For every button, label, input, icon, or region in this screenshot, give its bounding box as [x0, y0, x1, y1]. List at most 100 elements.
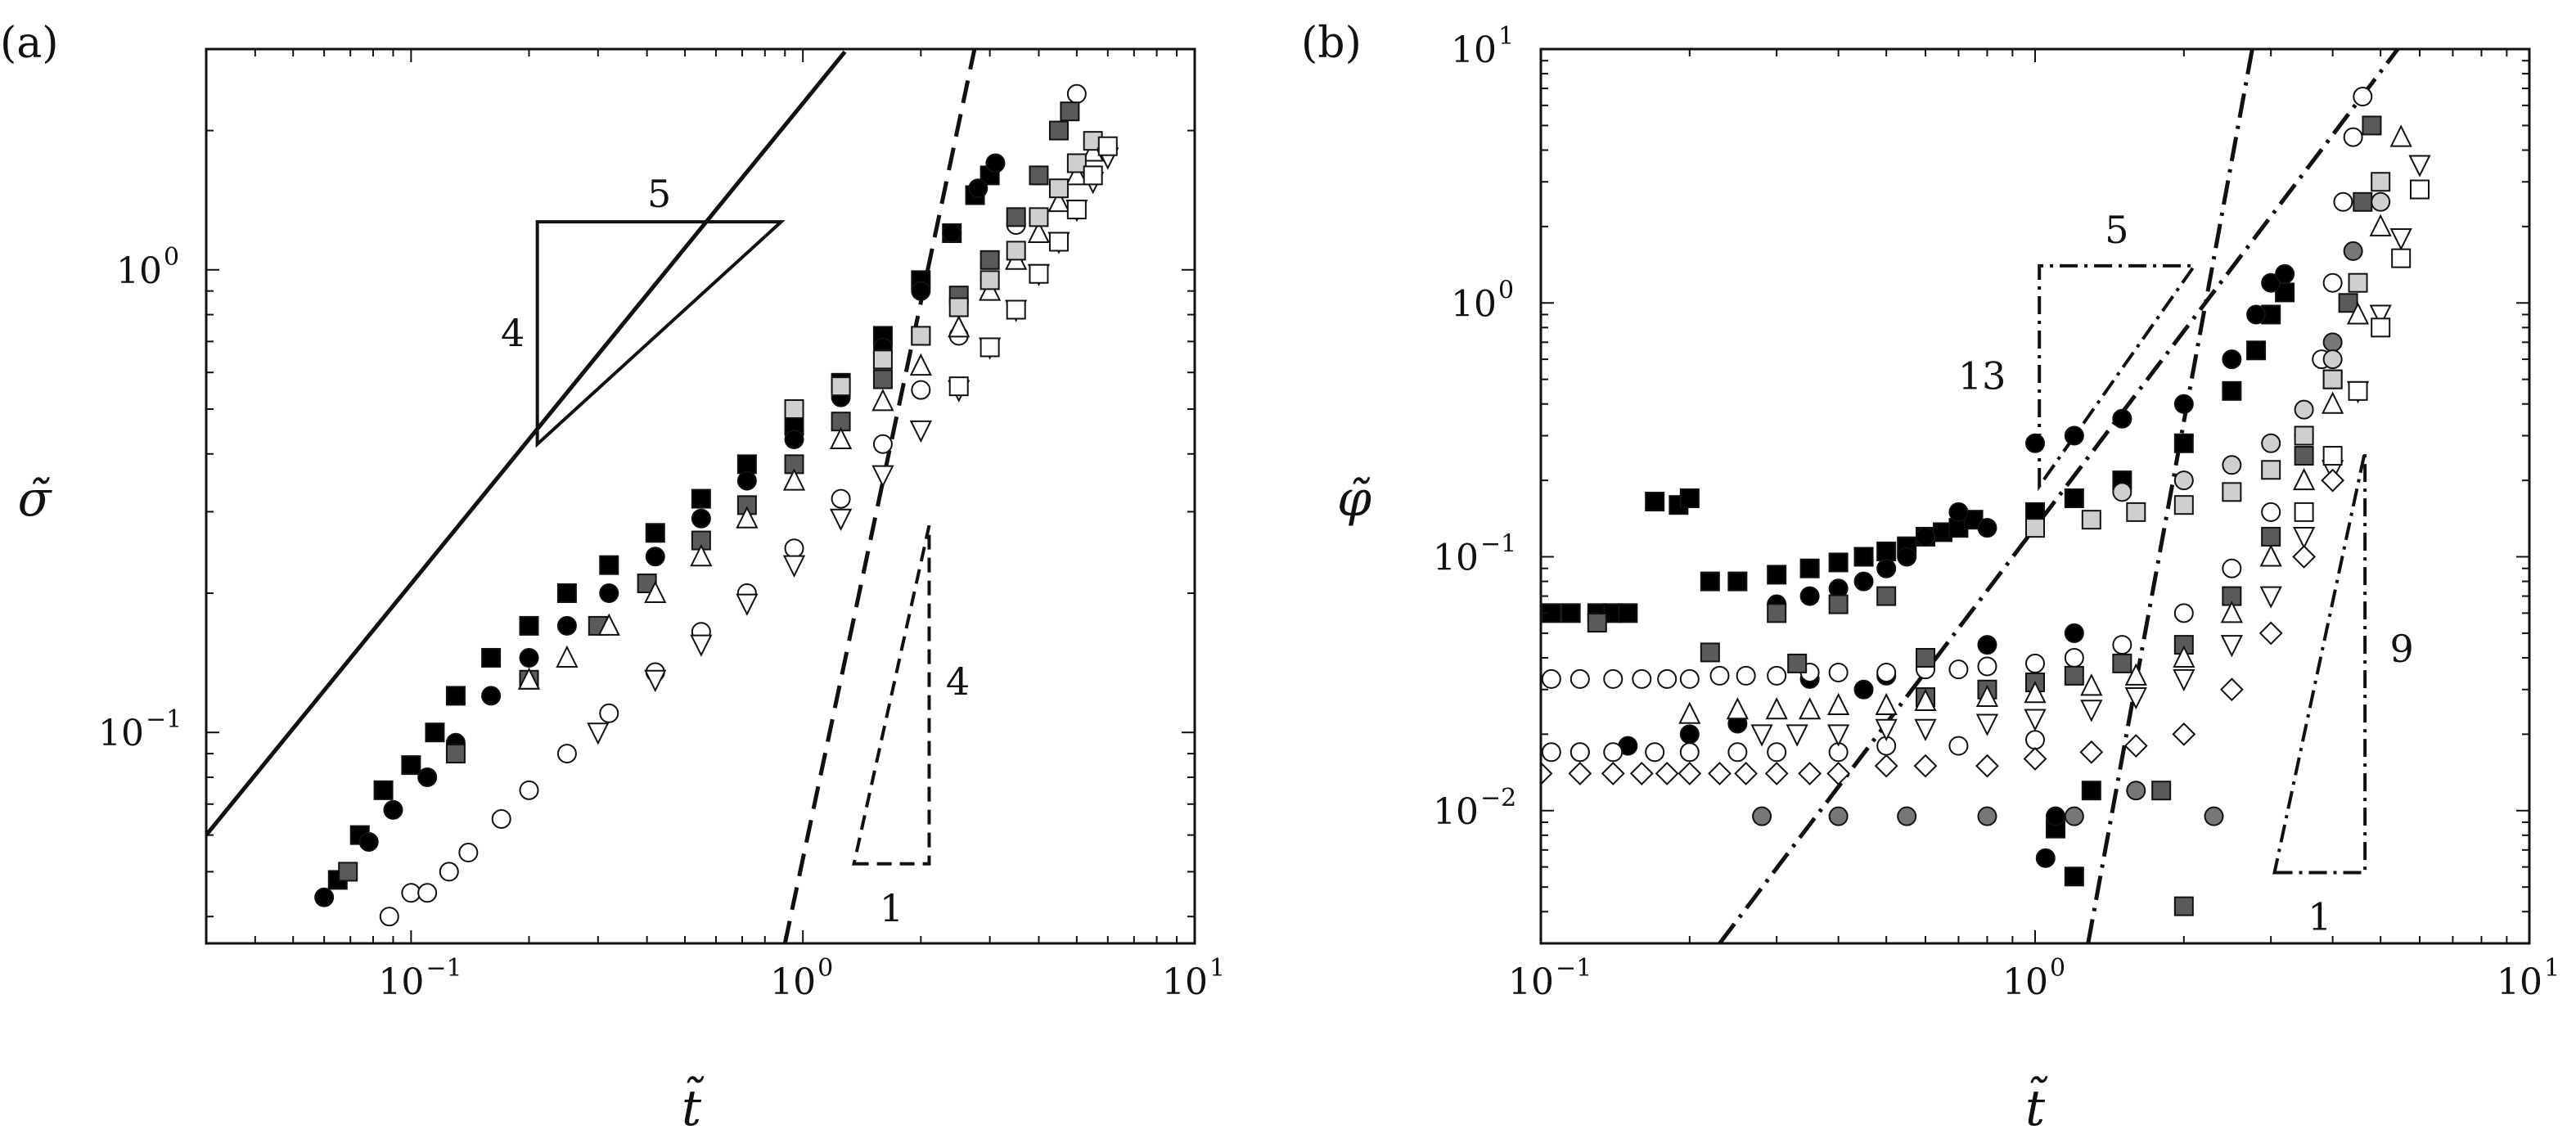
- open-triangle-up-point: [597, 613, 620, 636]
- open-diamond-point: [2023, 747, 2047, 771]
- dark-gray-square-point: [2362, 115, 2382, 136]
- open-circle-point: [1603, 668, 1624, 689]
- y-tick-exponent: −2: [1480, 784, 1516, 812]
- series-open-triangle-up: [1678, 124, 2412, 724]
- open-diamond-point: [2079, 740, 2104, 764]
- open-circle-point: [599, 703, 619, 723]
- open-diamond-point: [1541, 762, 1553, 785]
- x-tick-label: 10: [1508, 961, 1554, 1003]
- filled-square-point: [736, 454, 757, 475]
- open-triangle-up-point: [556, 645, 579, 668]
- open-circle-point: [556, 744, 577, 764]
- open-diamond-point: [1601, 762, 1625, 785]
- dark-gray-square-point: [2261, 526, 2281, 547]
- open-circle-point: [1657, 668, 1678, 689]
- open-diamond-point: [2292, 545, 2317, 569]
- filled-square-point: [1727, 571, 1748, 592]
- filled-square-point: [2222, 380, 2242, 401]
- filled-square-point: [645, 523, 665, 543]
- open-triangle-up-point: [1027, 220, 1051, 244]
- light-gray-square-point: [1029, 207, 1049, 227]
- y-tick-label: 10: [1451, 283, 1497, 325]
- open-circle-point: [1679, 668, 1700, 689]
- filled-square-point: [481, 647, 502, 668]
- x-tick-exponent: 0: [2050, 954, 2065, 983]
- light-gray-circle-point: [2294, 399, 2314, 420]
- open-triangle-up-point: [2292, 467, 2316, 491]
- panel-a-slope-triangles: 5 4 1 4: [501, 172, 970, 930]
- reference-line-dash-dot: [1718, 49, 2401, 943]
- open-triangle-down-point: [2389, 228, 2412, 251]
- filled-circle-point: [519, 647, 539, 668]
- slope-triangle: [2272, 451, 2367, 875]
- slope-run-label: 5: [2105, 208, 2128, 252]
- series-filled-circle: [314, 153, 1006, 907]
- open-triangle-up-point: [1875, 692, 1898, 716]
- slope-rise-label: 13: [1958, 353, 2006, 398]
- open-diamond-point: [1975, 754, 1999, 778]
- panel-a-ticks: 10 −1 10 0 10 110 −110 0: [98, 48, 1225, 1003]
- reference-line-dashed: [782, 49, 977, 943]
- open-triangle-down-point: [2292, 526, 2316, 550]
- open-circle-point: [491, 808, 511, 829]
- panel-a-label: (a): [0, 19, 59, 68]
- slope-run-label: 1: [2308, 895, 2331, 939]
- open-circle-point: [1767, 742, 1787, 763]
- light-gray-square-point: [1048, 178, 1069, 199]
- open-diamond-point: [2321, 468, 2345, 493]
- x-tick-exponent: 0: [817, 954, 833, 983]
- slope-rise-label: 4: [501, 311, 525, 355]
- series-filled-circle: [1569, 263, 2295, 868]
- open-triangle-down-point: [690, 634, 713, 657]
- open-triangle-up-point: [2173, 645, 2195, 668]
- series-light-gray-square: [784, 131, 1103, 419]
- panel-b-ticks: 10 −1 10 0 10 110 −210 −110 010 1: [1433, 22, 2560, 1003]
- slope-rise-label: 9: [2390, 627, 2414, 671]
- open-square-point: [1097, 136, 1118, 156]
- open-diamond-point: [1655, 762, 1679, 785]
- open-diamond-point: [2259, 621, 2283, 646]
- open-circle-point: [1603, 742, 1624, 763]
- open-circle-point: [1948, 736, 1969, 756]
- open-triangle-down-point: [1786, 724, 1808, 747]
- open-square-point: [1066, 200, 1087, 220]
- filled-square-point: [1679, 488, 1700, 509]
- filled-circle-point: [2246, 304, 2267, 325]
- x-tick-label: 10: [770, 961, 816, 1003]
- filled-square-point: [2246, 340, 2267, 361]
- open-triangle-down-point: [1750, 724, 1773, 747]
- filled-circle-point: [1799, 586, 1820, 606]
- open-circle-point: [1727, 742, 1748, 763]
- y-tick-label: 10: [1433, 538, 1479, 579]
- open-circle-point: [784, 538, 804, 559]
- gray-circle-point: [1752, 806, 1772, 826]
- filled-circle-point: [1876, 558, 1897, 578]
- open-circle-point: [831, 488, 851, 509]
- gray-circle-point: [2204, 806, 2224, 826]
- open-square-point: [980, 337, 1000, 358]
- x-tick-exponent: −1: [1556, 954, 1592, 983]
- light-gray-square-point: [2261, 460, 2281, 480]
- gray-circle-point: [1897, 806, 1917, 826]
- open-triangle-up-point: [1065, 163, 1088, 186]
- dark-gray-square-point: [1006, 207, 1026, 227]
- gray-circle-point: [2343, 241, 2363, 261]
- open-diamond-point: [1734, 762, 1759, 785]
- filled-circle-point: [556, 615, 577, 636]
- light-gray-circle-point: [2371, 191, 2391, 212]
- open-triangle-up-point: [829, 426, 853, 450]
- filled-circle-point: [314, 887, 335, 907]
- dark-gray-square-point: [2294, 446, 2314, 466]
- x-tick-label: 10: [2497, 961, 2542, 1003]
- filled-square-point: [1700, 571, 1720, 592]
- open-triangle-up-point: [871, 389, 894, 412]
- open-circle-point: [401, 883, 421, 903]
- open-diamond-point: [1678, 762, 1702, 785]
- filled-square-point: [1618, 603, 1638, 623]
- open-circle-point: [1709, 665, 1730, 686]
- open-triangle-down-point: [829, 508, 853, 531]
- slope-rise-label: 4: [946, 659, 970, 704]
- light-gray-square-point: [2025, 518, 2045, 538]
- filled-circle-point: [645, 547, 665, 567]
